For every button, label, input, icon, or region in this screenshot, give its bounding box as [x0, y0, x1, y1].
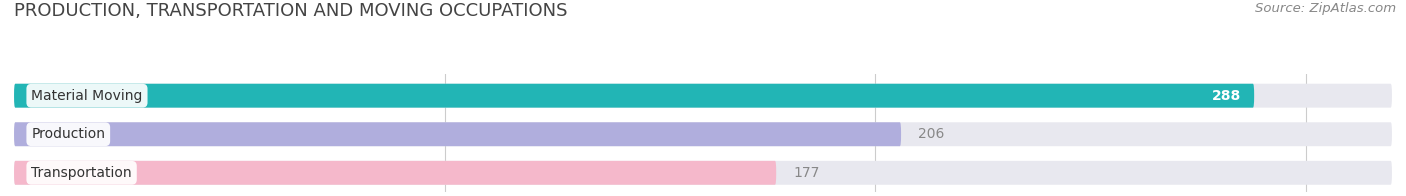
Text: Material Moving: Material Moving — [31, 89, 142, 103]
Text: Source: ZipAtlas.com: Source: ZipAtlas.com — [1256, 2, 1396, 15]
Text: 206: 206 — [918, 127, 945, 141]
FancyBboxPatch shape — [14, 161, 1392, 185]
Text: Transportation: Transportation — [31, 166, 132, 180]
Text: 177: 177 — [793, 166, 820, 180]
Text: Production: Production — [31, 127, 105, 141]
FancyBboxPatch shape — [14, 122, 1392, 146]
FancyBboxPatch shape — [14, 161, 776, 185]
Text: 288: 288 — [1212, 89, 1241, 103]
Text: PRODUCTION, TRANSPORTATION AND MOVING OCCUPATIONS: PRODUCTION, TRANSPORTATION AND MOVING OC… — [14, 2, 568, 20]
FancyBboxPatch shape — [14, 84, 1254, 108]
FancyBboxPatch shape — [14, 84, 1392, 108]
FancyBboxPatch shape — [14, 122, 901, 146]
